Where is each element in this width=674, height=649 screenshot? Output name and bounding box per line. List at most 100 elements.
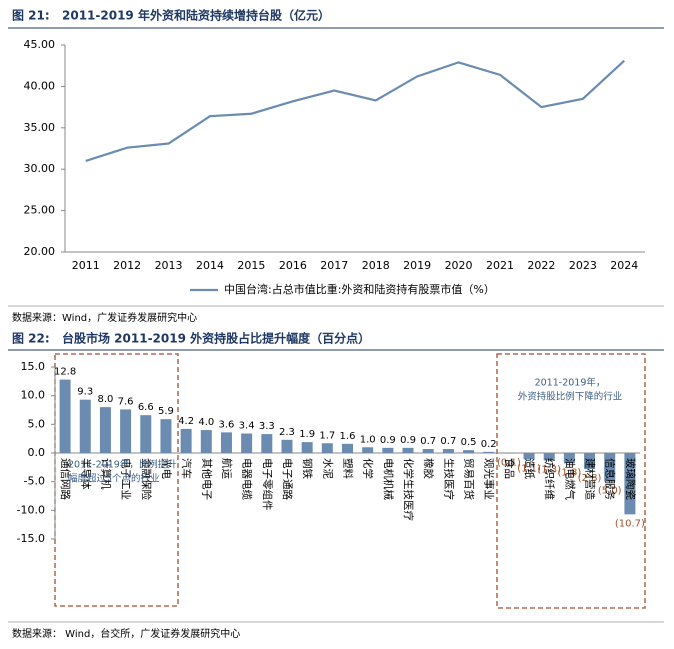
y-tick-label: 45.00 <box>24 38 56 51</box>
value-label: 6.6 <box>138 402 154 413</box>
x-tick-label: 2011 <box>72 259 100 272</box>
value-label: 0.5 <box>461 437 477 448</box>
x-tick-label: 2024 <box>610 259 638 272</box>
y-tick-label: 10.0 <box>21 389 46 402</box>
y-tick-label: 15.0 <box>21 360 46 373</box>
bar <box>120 409 132 453</box>
bar <box>584 453 596 470</box>
source: 数据来源： Wind，台交所，广发证券发展研究中心 <box>12 627 240 640</box>
x-tick-label: 电子工业 <box>120 458 133 500</box>
x-tick-label: 塑料 <box>342 458 355 479</box>
x-tick-label: 食品 <box>503 458 516 479</box>
value-label: 7.6 <box>118 396 134 407</box>
x-tick-label: 金融保险 <box>140 458 153 500</box>
value-label: 0.9 <box>400 435 416 446</box>
legend-label: 中国台湾:占总市值比重:外资和陆资持有股票市值（%） <box>224 282 495 296</box>
x-tick-label: 贸易百货 <box>463 458 476 500</box>
y-tick-label: 35.00 <box>24 121 56 134</box>
x-tick-label: 2014 <box>196 259 224 272</box>
x-tick-label: 化学 <box>362 458 375 479</box>
x-tick-label: 2015 <box>237 259 265 272</box>
x-tick-label: 其他电子 <box>200 458 213 500</box>
x-tick-label: 生技医疗 <box>442 458 455 500</box>
value-label: 5.9 <box>158 406 174 417</box>
value-label: (2.8) <box>578 473 602 484</box>
x-tick-label: 2012 <box>113 259 141 272</box>
x-tick-label: 计算机 <box>99 458 112 490</box>
annotation: 2011-2019年，比例提升 <box>68 459 177 471</box>
bar <box>79 399 91 453</box>
bar <box>362 447 374 453</box>
value-label: 0.7 <box>420 436 436 447</box>
x-tick-label: 光电 <box>160 458 173 479</box>
x-tick-label: 化学生技医疗 <box>402 458 415 521</box>
y-tick-label: -15.0 <box>17 532 45 545</box>
bar <box>523 453 535 460</box>
value-label: 3.3 <box>259 421 275 432</box>
value-label: 4.2 <box>178 416 194 427</box>
chart-title: 2011-2019 年外资和陆资持续增持台股（亿元） <box>62 8 330 23</box>
y-tick-label: -5.0 <box>24 475 45 488</box>
value-label: 8.0 <box>97 394 113 405</box>
bar <box>624 453 636 515</box>
value-label: 3.6 <box>219 419 235 430</box>
figure-label: 图 21: <box>12 9 50 23</box>
y-tick-label: 5.0 <box>28 417 46 430</box>
source: 数据来源：Wind，广发证券发展研究中心 <box>12 311 197 324</box>
x-tick-label: 观光事业 <box>483 458 496 500</box>
bar <box>301 442 313 453</box>
bar <box>563 453 575 464</box>
bar <box>140 415 152 453</box>
y-tick-label: 20.00 <box>24 245 56 258</box>
chart-title: 台股市场 2011-2019 外资持股占比提升幅度（百分点） <box>62 331 370 346</box>
value-label: 1.6 <box>340 431 356 442</box>
y-tick-label: 30.00 <box>24 162 56 175</box>
value-label: 1.0 <box>360 434 376 445</box>
value-label: (10.7) <box>615 518 645 529</box>
value-label: 0.9 <box>380 435 396 446</box>
value-label: 1.9 <box>299 429 315 440</box>
bar <box>160 419 172 453</box>
x-tick-label: 信息服务 <box>604 458 617 500</box>
x-tick-label: 纺织纤维 <box>543 458 556 500</box>
x-tick-label: 2018 <box>362 259 390 272</box>
x-tick-label: 电子零组件 <box>261 458 274 511</box>
value-label: 3.4 <box>239 421 255 432</box>
value-label: 12.8 <box>54 367 76 378</box>
figure-label: 图 22: <box>12 332 50 346</box>
x-tick-label: 建材营造 <box>584 458 597 500</box>
bar <box>463 450 475 453</box>
value-label: (1.3) <box>537 464 561 475</box>
x-tick-label: 水泥 <box>321 458 334 479</box>
bar <box>483 451 495 453</box>
annotation: 幅度超过5个点的行业 <box>68 473 160 485</box>
value-label: 0.7 <box>440 436 456 447</box>
bar <box>442 448 454 453</box>
bar <box>321 443 333 453</box>
value-label: 1.7 <box>319 430 335 441</box>
bar <box>281 439 293 453</box>
x-tick-label: 通信网路 <box>59 458 72 500</box>
x-tick-label: 橡胶 <box>422 458 435 479</box>
bar <box>342 443 353 453</box>
bar <box>99 407 111 453</box>
bar <box>241 433 253 453</box>
x-tick-label: 2020 <box>445 259 473 272</box>
x-tick-label: 电器电缆 <box>241 458 254 500</box>
bar <box>604 453 616 482</box>
value-label: 2.3 <box>279 427 295 438</box>
highlight-box <box>496 353 646 609</box>
x-tick-label: 汽车 <box>180 458 193 479</box>
bar <box>503 453 515 454</box>
y-tick-label: 25.00 <box>24 204 56 217</box>
x-tick-label: 造纸 <box>523 458 536 479</box>
bar <box>180 428 192 453</box>
value-label: (0.1) <box>497 458 521 469</box>
x-tick-label: 2017 <box>320 259 348 272</box>
x-tick-label: 半导体 <box>79 458 92 490</box>
value-label: 0.2 <box>481 439 497 450</box>
bar <box>422 448 434 453</box>
x-tick-label: 钢铁 <box>301 458 314 479</box>
